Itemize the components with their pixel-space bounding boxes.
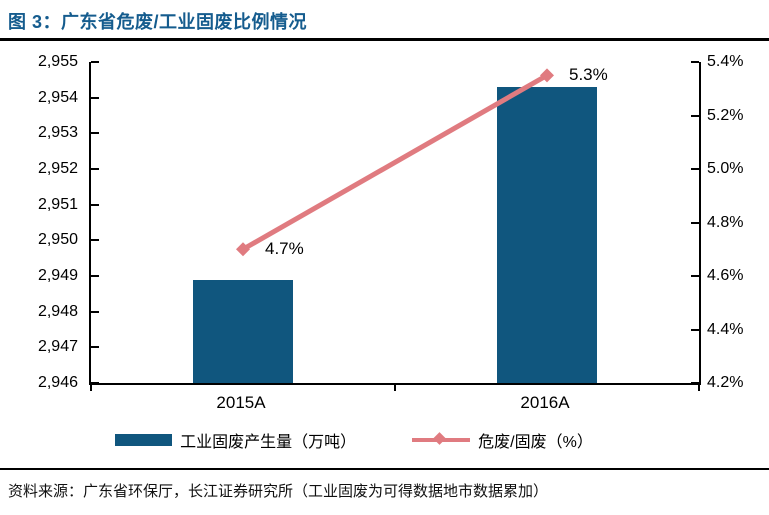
x-axis-tick (394, 385, 396, 391)
legend-line-label: 危废/固废（%） (478, 434, 593, 451)
legend-item-bar-series: 工业固废产生量（万吨） (115, 428, 356, 452)
right-axis-tick-label: 5.4% (707, 53, 744, 70)
right-axis-tick (691, 114, 699, 117)
left-axis-tick-label: 2,955 (37, 53, 78, 70)
right-axis-tick-label: 5.2% (707, 106, 744, 124)
left-axis-tick (91, 275, 99, 277)
bar-2015A (193, 279, 293, 383)
bar-2016A (497, 86, 597, 383)
right-axis-tick-label: 4.2% (707, 374, 744, 391)
right-axis-tick-label: 4.4% (707, 320, 744, 338)
left-axis-tick-label: 2,951 (37, 195, 78, 213)
line-series (236, 68, 554, 257)
left-axis-tick (91, 346, 99, 349)
x-axis-tick (698, 385, 700, 391)
left-axis-tick-label: 2,949 (37, 267, 78, 284)
left-axis-labels: 2,955 2,954 2,953 2,952 2,951 2,950 2,949 2,948… (0, 53, 78, 391)
line-point-label: 4.7% (265, 239, 304, 259)
legend: 工业固废产生量（万吨） 危废/固废（%） (0, 428, 708, 452)
left-axis-tick (91, 132, 99, 135)
line-point-label: 5.3% (569, 65, 608, 85)
left-axis-tick (91, 310, 99, 313)
diamond-marker-icon (236, 242, 250, 257)
right-axis-tick (691, 275, 699, 277)
diamond-marker-icon (540, 68, 554, 83)
left-axis-tick (91, 203, 99, 206)
x-axis-label-2016A: 2016A (520, 393, 570, 412)
left-axis-tick (91, 61, 99, 63)
right-axis-tick-label: 4.8% (707, 213, 744, 231)
source-note: 资料来源：广东省环保厅，长江证券研究所（工业固废为可得数据地市数据累加） (8, 483, 549, 500)
left-axis-tick (91, 382, 99, 384)
title-divider (0, 38, 769, 41)
left-axis-tick (91, 168, 99, 170)
line-stroke (241, 73, 549, 252)
right-axis-labels: 5.4% 5.2% 5.0% 4.8% 4.6% 4.4% 4.2% (707, 53, 769, 391)
left-axis-tick-label: 2,953 (37, 124, 78, 142)
legend-bar-label: 工业固废产生量（万吨） (180, 434, 357, 451)
right-axis-tick (691, 61, 699, 63)
left-axis-tick-label: 2,948 (37, 302, 78, 320)
right-axis-tick-label: 4.6% (707, 267, 744, 284)
right-axis-tick (691, 168, 699, 170)
line-swatch-icon (412, 432, 471, 447)
right-axis-tick-label: 5.0% (707, 160, 744, 177)
left-axis-tick (91, 96, 99, 99)
left-axis-tick-label: 2,954 (37, 88, 78, 106)
figure-title: 图 3：广东省危废/工业固废比例情况 (8, 12, 308, 32)
bar-swatch-icon (115, 434, 173, 446)
left-axis-tick-label: 2,952 (37, 160, 78, 177)
plot-area: 4.7% 5.3% (89, 61, 701, 391)
right-axis-tick (691, 221, 699, 224)
left-axis-tick-label: 2,950 (37, 231, 78, 249)
left-axis-tick-label: 2,947 (37, 338, 78, 356)
right-axis-tick (691, 328, 699, 331)
x-axis-label-2015A: 2015A (216, 393, 266, 412)
diamond-marker-icon (433, 432, 447, 445)
left-axis-tick-label: 2,946 (37, 374, 78, 391)
left-axis-tick (91, 239, 99, 242)
legend-item-line-series: 危废/固废（%） (412, 428, 593, 452)
right-axis-tick (691, 382, 699, 384)
footer-divider (0, 468, 769, 470)
x-axis-tick (90, 385, 92, 391)
